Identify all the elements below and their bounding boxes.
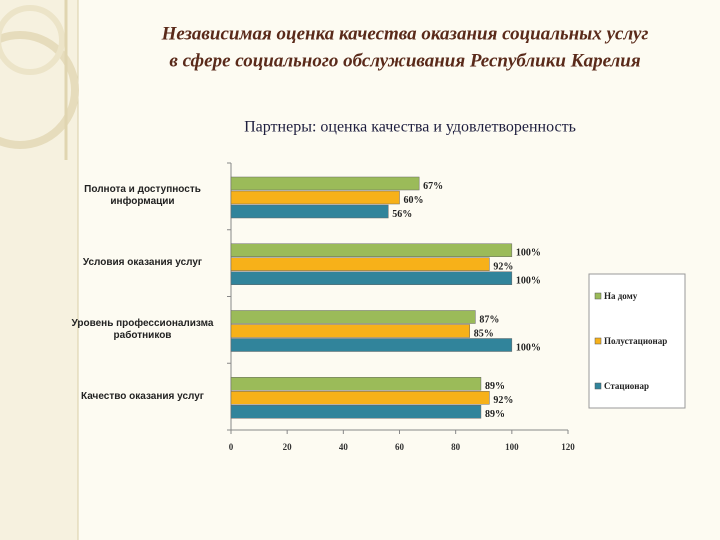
x-tick-label: 60 bbox=[395, 442, 405, 452]
bar bbox=[230, 190, 400, 205]
legend-label: Стационар bbox=[604, 381, 649, 391]
legend-swatch bbox=[594, 337, 602, 345]
legend-label: Полустационар bbox=[604, 336, 667, 346]
bar bbox=[230, 338, 513, 352]
x-tick-label: 40 bbox=[339, 442, 349, 452]
bar bbox=[230, 271, 513, 285]
bar bbox=[230, 243, 513, 257]
value-label: 100% bbox=[516, 276, 541, 287]
legend-swatch bbox=[594, 382, 602, 390]
category-label-box: Условия оказания услуг bbox=[82, 257, 203, 269]
y-tick-label: Полнота и доступность информации bbox=[84, 184, 201, 208]
bar bbox=[230, 391, 490, 405]
category-label-box: Уровень профессионализма работников bbox=[71, 317, 214, 341]
value-label: 92% bbox=[493, 395, 513, 406]
subtitle: Партнеры: оценка качества и удовлетворен… bbox=[244, 119, 576, 136]
x-tick-label: 100 bbox=[505, 442, 519, 452]
x-tick-label: 120 bbox=[561, 442, 575, 452]
deco-circle bbox=[0, 5, 65, 75]
bar bbox=[230, 310, 476, 324]
value-label: 89% bbox=[485, 409, 505, 420]
value-label: 56% bbox=[392, 209, 412, 220]
y-tick-label: Качество оказания услуг bbox=[81, 390, 204, 402]
deco-circle bbox=[0, 31, 79, 149]
value-label: 87% bbox=[479, 314, 499, 325]
x-tick-label: 0 bbox=[229, 442, 234, 452]
value-label: 89% bbox=[485, 381, 505, 392]
title-line: Независимая оценка качества оказания соц… bbox=[161, 23, 649, 44]
x-tick-label: 80 bbox=[451, 442, 461, 452]
legend-label: На дому bbox=[604, 291, 638, 301]
bar bbox=[230, 257, 490, 271]
category-label-box: Полнота и доступность информации bbox=[84, 184, 201, 208]
legend-box bbox=[588, 273, 686, 409]
bar bbox=[230, 176, 420, 191]
y-tick-label: Условия оказания услуг bbox=[82, 257, 203, 269]
value-label: 100% bbox=[516, 248, 541, 259]
category-label-box: Качество оказания услуг bbox=[81, 390, 204, 402]
value-label: 85% bbox=[474, 328, 494, 339]
value-label: 67% bbox=[423, 181, 443, 192]
title-line: в сфере социального обслуживания Республ… bbox=[169, 50, 641, 71]
value-label: 92% bbox=[493, 262, 513, 273]
legend-swatch bbox=[594, 292, 602, 300]
y-tick-label: Уровень профессионализма работников bbox=[71, 317, 214, 341]
value-label: 100% bbox=[516, 342, 541, 353]
value-label: 60% bbox=[404, 195, 424, 206]
bar bbox=[230, 377, 482, 391]
bar bbox=[230, 324, 470, 338]
x-tick-label: 20 bbox=[283, 442, 293, 452]
bar bbox=[230, 405, 482, 419]
bar bbox=[230, 204, 389, 219]
